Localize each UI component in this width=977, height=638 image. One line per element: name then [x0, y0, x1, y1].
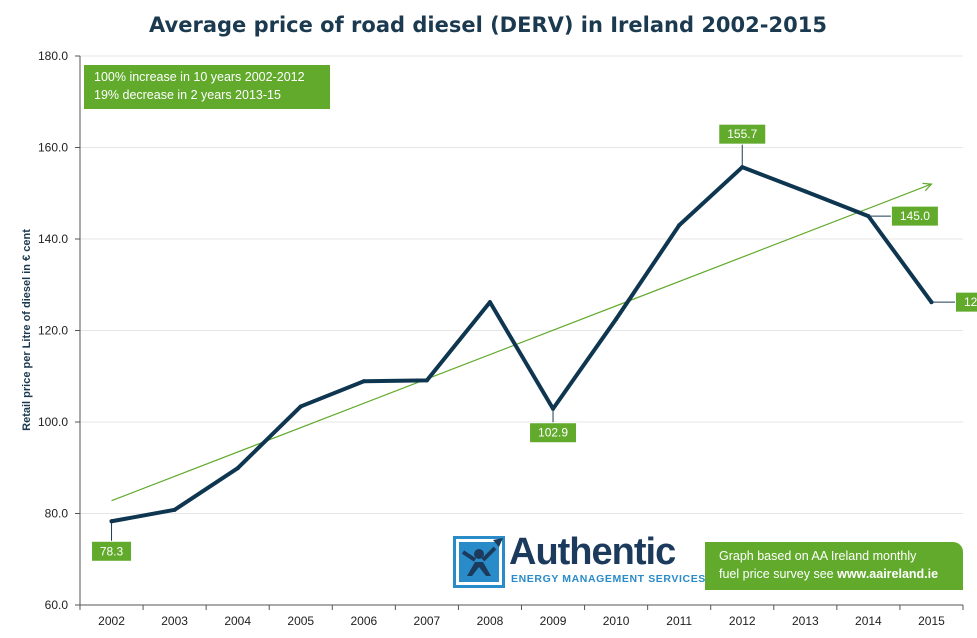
x-tick-label: 2004 — [224, 614, 251, 628]
data-label: 78.3 — [100, 544, 124, 558]
y-tick-label: 160.0 — [38, 141, 68, 155]
data-labels: 78.3 102.9 155.7 145.0 126.2 — [91, 123, 977, 562]
data-point — [235, 466, 240, 471]
source-line-2: fuel price survey see www.aaireland.ie — [719, 565, 963, 583]
data-point — [614, 317, 619, 322]
source-text-2: fuel price survey see — [719, 567, 838, 581]
x-tick-label: 2007 — [414, 614, 441, 628]
annotation-box: 100% increase in 10 years 2002-2012 19% … — [84, 65, 330, 109]
data-point — [677, 223, 682, 228]
logo-emblem-icon — [453, 536, 505, 588]
data-label: 155.7 — [727, 127, 757, 141]
y-axis-label: Retail price per Litre of diesel in € ce… — [21, 229, 33, 431]
source-link[interactable]: www.aaireland.ie — [837, 567, 939, 581]
x-tick-label: 2006 — [350, 614, 377, 628]
data-point — [172, 507, 177, 512]
data-point — [487, 300, 492, 305]
trendline-arrow — [922, 182, 933, 192]
y-tick-label: 120.0 — [38, 324, 68, 338]
x-tick-label: 2008 — [477, 614, 504, 628]
x-tick-label: 2013 — [792, 614, 819, 628]
data-point — [361, 379, 366, 384]
x-tick-label: 2014 — [855, 614, 882, 628]
data-point — [298, 404, 303, 409]
data-label: 145.0 — [900, 209, 930, 223]
x-tick-label: 2003 — [161, 614, 188, 628]
y-tick-label: 100.0 — [38, 415, 68, 429]
trendline — [111, 182, 933, 502]
chart-title: Average price of road diesel (DERV) in I… — [149, 13, 827, 37]
logo-wordmark: Authentic — [509, 531, 676, 573]
data-label: 102.9 — [538, 426, 568, 440]
y-tick-label: 60.0 — [45, 598, 69, 612]
grid — [80, 55, 963, 514]
annotation-line-2: 19% decrease in 2 years 2013-15 — [94, 88, 281, 102]
x-tick-label: 2012 — [729, 614, 756, 628]
x-tick-label: 2009 — [540, 614, 567, 628]
data-point — [803, 189, 808, 194]
data-label: 126.2 — [964, 295, 977, 309]
data-label-box — [954, 291, 977, 313]
series — [109, 165, 934, 524]
series-line — [109, 165, 934, 524]
axes: 60.0 80.0 100.0 120.0 140.0 160.0 180.0 2002 200… — [38, 49, 964, 628]
x-tick-label: 2010 — [603, 614, 630, 628]
data-point — [424, 378, 429, 383]
authentic-logo: Authentic ENERGY MANAGEMENT SERVICES — [453, 531, 705, 590]
data-label-box — [890, 205, 939, 227]
logo-tagline: ENERGY MANAGEMENT SERVICES — [511, 573, 706, 585]
source-line-1: Graph based on AA Ireland monthly — [719, 549, 917, 563]
trendline-line — [111, 183, 932, 502]
x-tick-label: 2002 — [98, 614, 125, 628]
data-label-box — [91, 540, 133, 562]
x-tick-label: 2015 — [918, 614, 945, 628]
y-tick-label: 80.0 — [45, 507, 69, 521]
data-label-box — [718, 123, 767, 145]
source-note: Graph based on AA Ireland monthly fuel p… — [705, 542, 963, 590]
x-tick-label: 2011 — [666, 614, 692, 628]
data-label-box — [529, 422, 578, 444]
y-tick-label: 180.0 — [38, 49, 68, 63]
annotation-line-1: 100% increase in 10 years 2002-2012 — [94, 70, 305, 84]
x-tick-label: 2005 — [287, 614, 314, 628]
y-tick-label: 140.0 — [38, 232, 68, 246]
